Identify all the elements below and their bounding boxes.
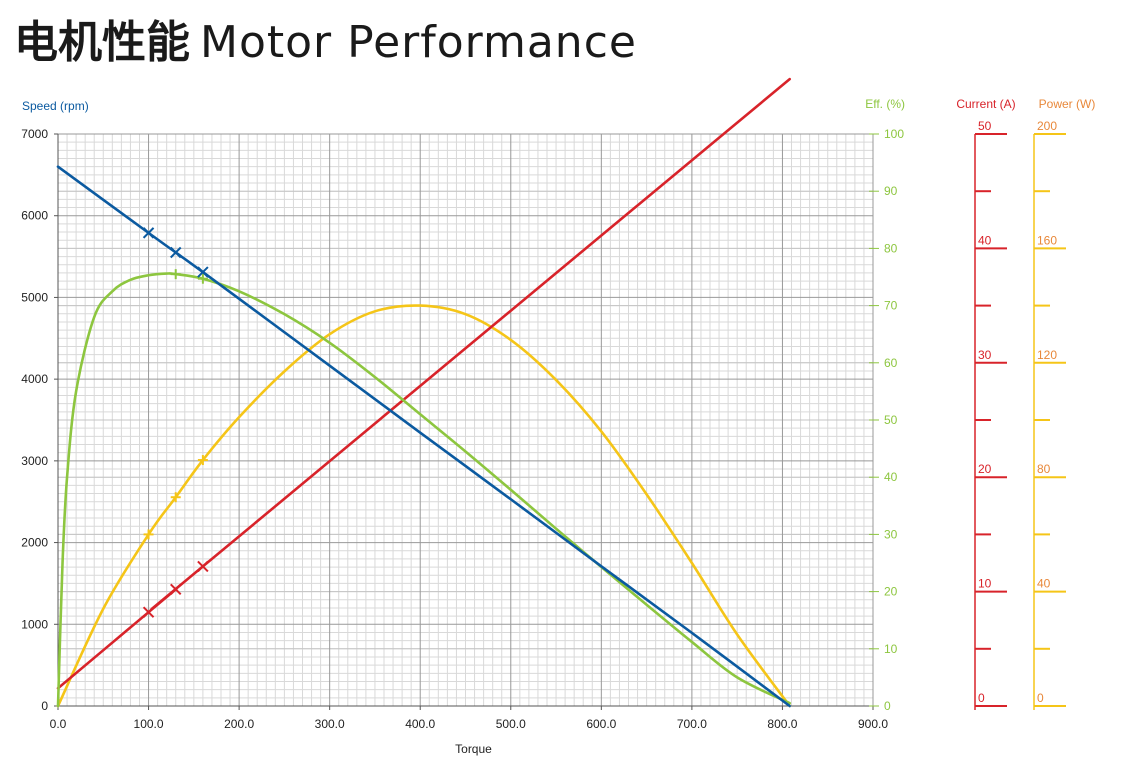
power-tick-label: 160 — [1037, 233, 1057, 247]
title-chinese: 电机性能 — [14, 17, 190, 68]
speed-marker — [197, 266, 209, 278]
x-tick-label: 900.0 — [858, 717, 888, 731]
power-tick-label: 200 — [1037, 119, 1057, 133]
speed-tick-label: 5000 — [21, 290, 48, 304]
power-marker — [197, 455, 208, 466]
eff-tick-label: 70 — [884, 299, 898, 313]
speed-marker-b — [197, 266, 209, 278]
eff-tick-label: 60 — [884, 356, 898, 370]
x-tick-label: 100.0 — [134, 717, 164, 731]
power-tick-label: 0 — [1037, 691, 1044, 705]
current-tick-label: 30 — [978, 348, 992, 362]
x-tick-label: 700.0 — [677, 717, 707, 731]
eff-tick-label: 10 — [884, 642, 898, 656]
speed-tick-label: 4000 — [21, 372, 48, 386]
power-tick-label: 80 — [1037, 462, 1051, 476]
current-tick-label: 40 — [978, 233, 992, 247]
speed-tick-label: 3000 — [21, 454, 48, 468]
efficiency-marker — [170, 269, 181, 280]
speed-tick-label: 0 — [41, 699, 48, 713]
speed-tick-label: 7000 — [21, 127, 48, 141]
title-english: Motor Performance — [200, 17, 637, 68]
speed-tick-label: 6000 — [21, 209, 48, 223]
power-axis-label: Power (W) — [1039, 97, 1096, 111]
x-tick-label: 200.0 — [224, 717, 254, 731]
chart-grid — [57, 133, 874, 707]
x-tick-label: 300.0 — [315, 717, 345, 731]
current-tick-label: 0 — [978, 691, 985, 705]
x-axis-label: Torque — [455, 742, 492, 756]
eff-tick-label: 100 — [884, 127, 904, 141]
current-marker — [170, 583, 182, 596]
power-tick-label: 40 — [1037, 577, 1051, 591]
speed-marker — [170, 246, 182, 259]
current-tick-label: 10 — [978, 577, 992, 591]
current-series-line — [56, 77, 791, 690]
speed-series-line — [56, 165, 791, 708]
current-marker-b — [142, 606, 155, 618]
efficiency-marker — [197, 273, 208, 284]
speed-axis-label: Speed (rpm) — [22, 99, 89, 113]
current-marker — [142, 606, 155, 618]
current-tick-label: 50 — [978, 119, 992, 133]
eff-axis-label: Eff. (%) — [865, 97, 905, 111]
eff-tick-label: 20 — [884, 585, 898, 599]
x-tick-label: 400.0 — [405, 717, 435, 731]
speed-marker-b — [170, 246, 182, 259]
power-tick-label: 120 — [1037, 348, 1057, 362]
current-axis-label: Current (A) — [956, 97, 1015, 111]
x-tick-label: 500.0 — [496, 717, 526, 731]
current-marker-b — [170, 583, 182, 596]
current-marker-b — [197, 560, 209, 573]
speed-marker-b — [142, 227, 155, 239]
speed-tick-label: 1000 — [21, 617, 48, 631]
current-tick-label: 20 — [978, 462, 992, 476]
eff-tick-label: 0 — [884, 699, 891, 713]
power-marker — [143, 529, 154, 540]
eff-tick-label: 90 — [884, 184, 898, 198]
speed-tick-label: 2000 — [21, 536, 48, 550]
power-marker — [170, 492, 181, 503]
power-series-line — [56, 304, 791, 708]
x-tick-label: 600.0 — [586, 717, 616, 731]
eff-tick-label: 40 — [884, 470, 898, 484]
page-title: 电机性能 Motor Performance — [14, 6, 637, 68]
eff-tick-label: 80 — [884, 241, 898, 255]
current-marker — [197, 560, 209, 573]
eff-tick-label: 50 — [884, 413, 898, 427]
speed-marker — [142, 227, 155, 239]
eff-tick-label: 30 — [884, 527, 898, 541]
x-tick-label: 0.0 — [50, 717, 67, 731]
x-tick-label: 800.0 — [767, 717, 797, 731]
